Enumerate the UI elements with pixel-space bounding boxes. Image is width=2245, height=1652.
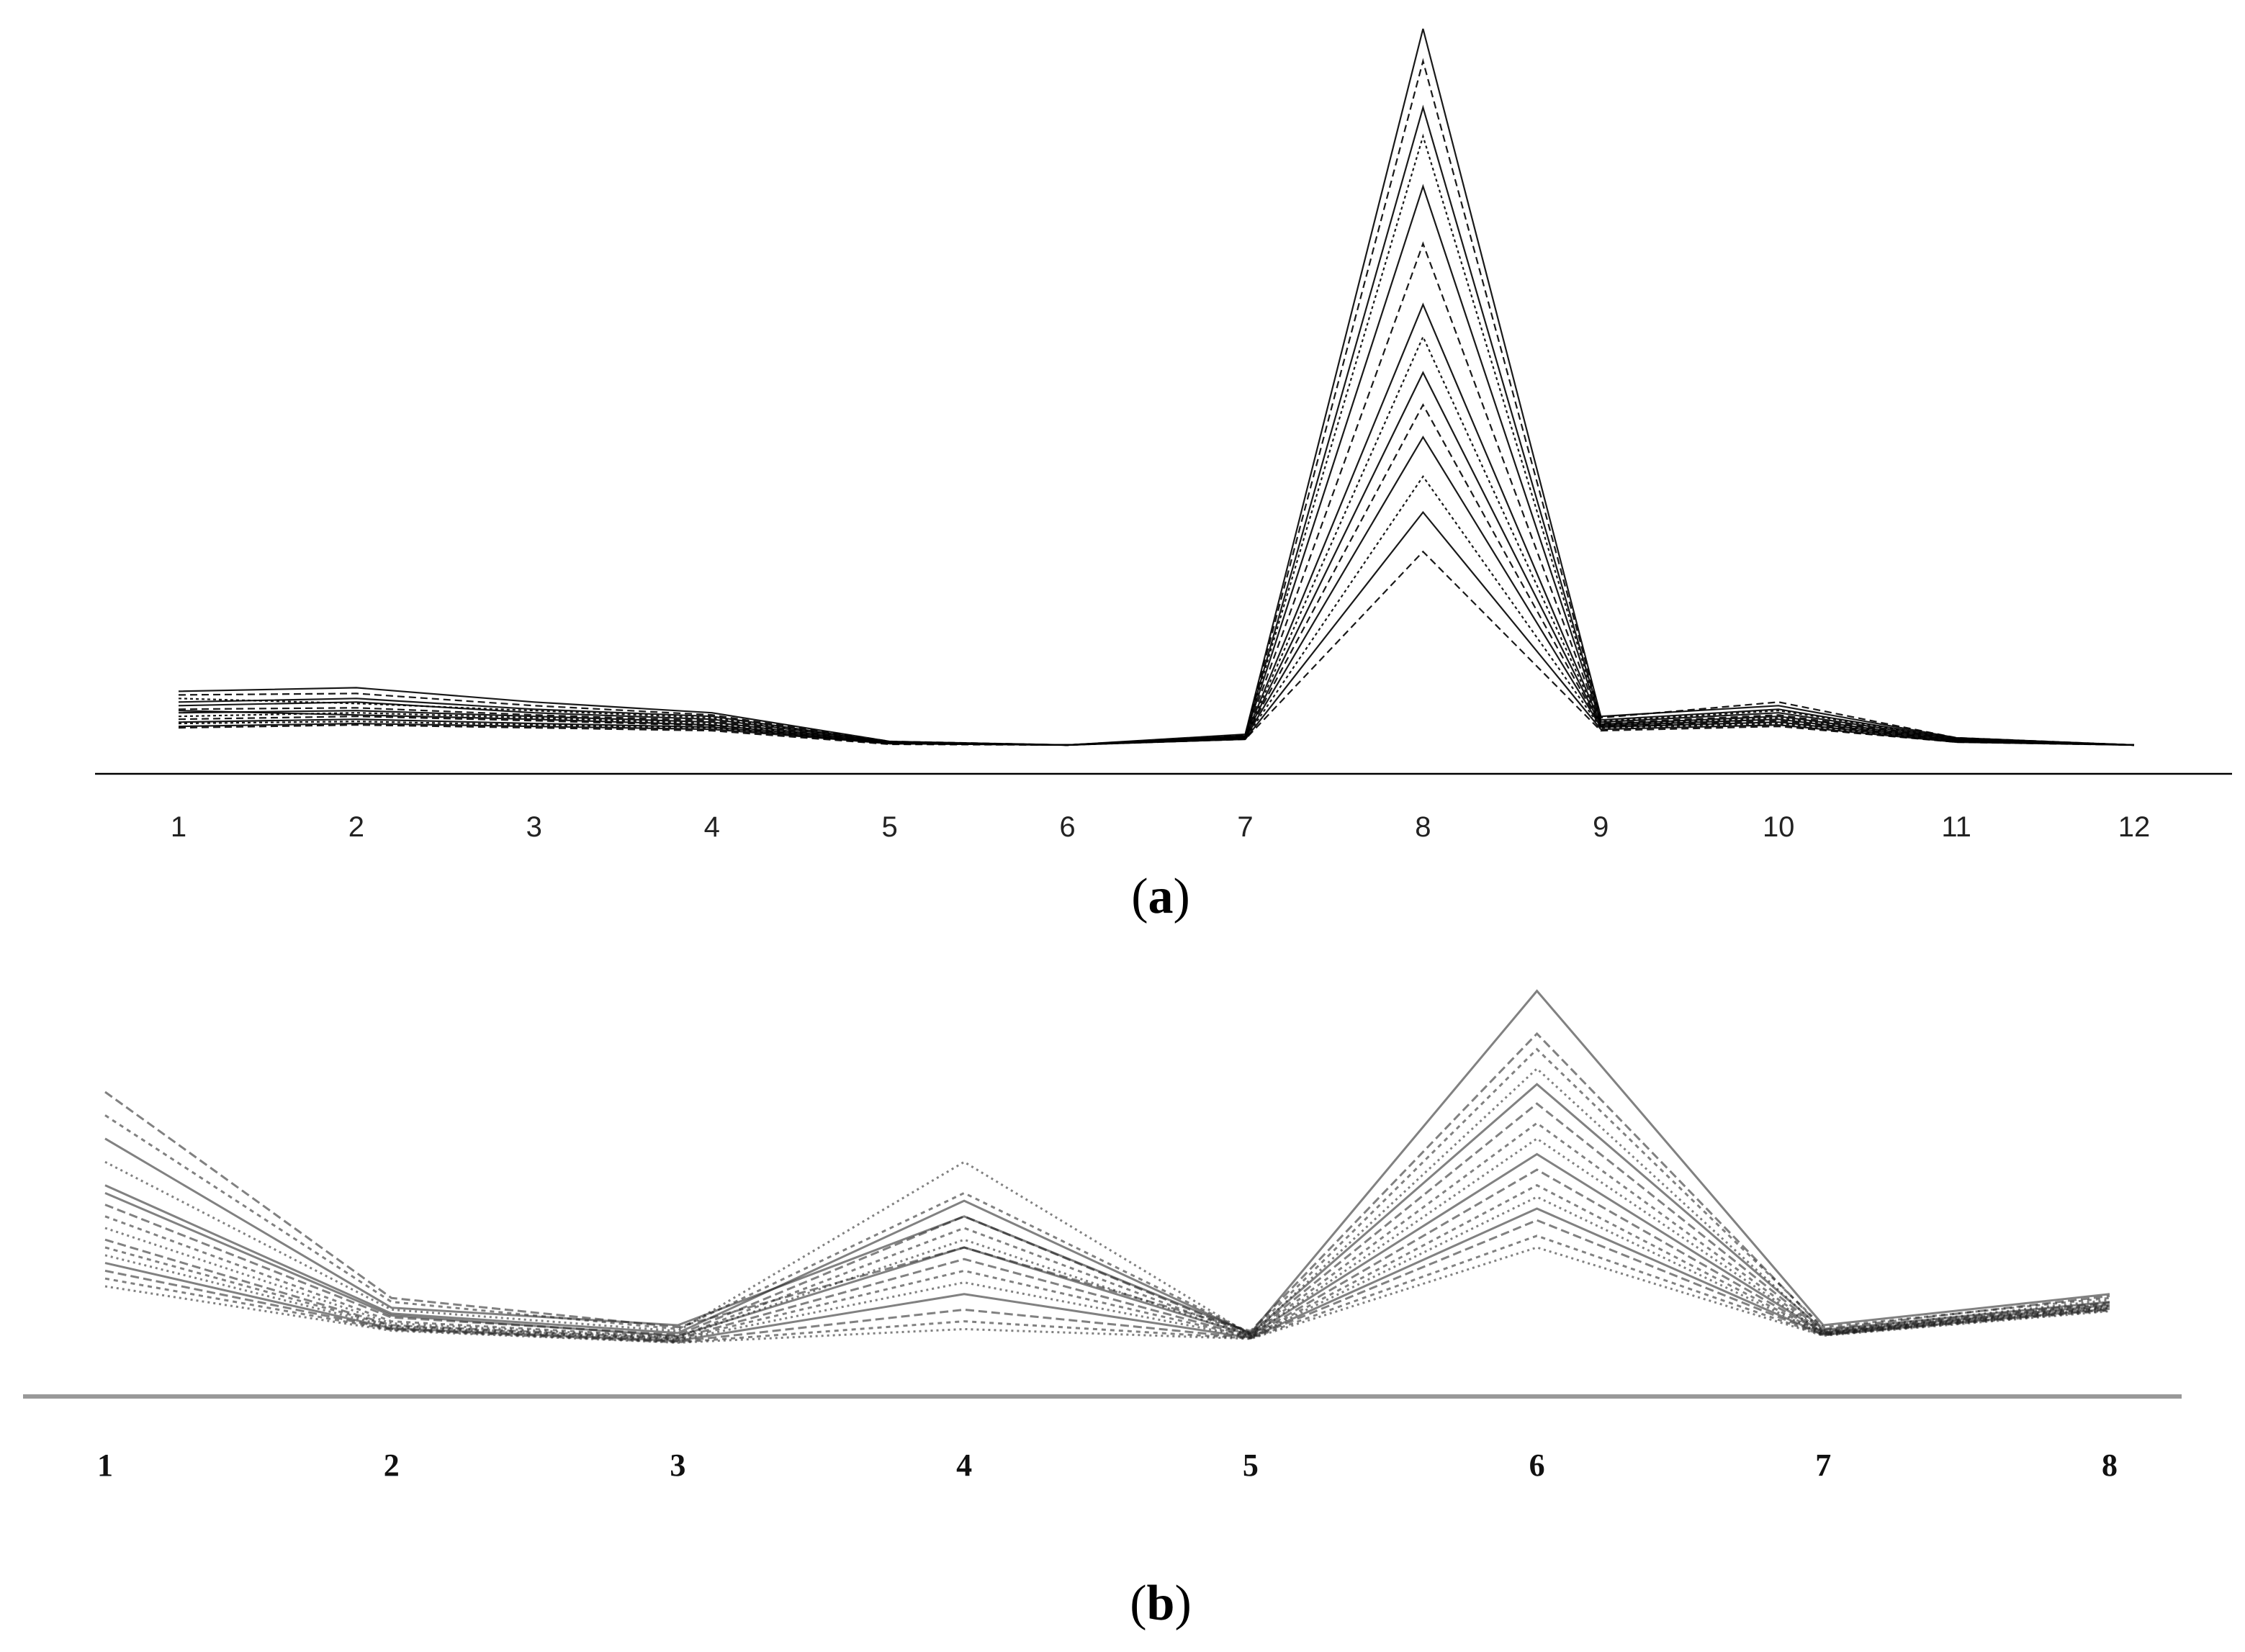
panel-a-series-line (178, 133, 2135, 746)
panel-a-series-line (178, 241, 2135, 746)
panel-a-series-lines (178, 28, 2135, 746)
panel-a-x-tick-label: 10 (1763, 811, 1795, 843)
panel-a-x-tick-label: 2 (348, 811, 364, 843)
panel-b-x-tick-label: 1 (97, 1448, 113, 1483)
panel-a-x-tick-label: 11 (1941, 811, 1971, 843)
panel-b-series-line (104, 1121, 2110, 1338)
panel-a-tick-labels: 1 2 3 4 5 6 7 8 9 10 11 12 (171, 811, 2150, 843)
panel-b-series-line (104, 1196, 2110, 1342)
panel-b-x-tick-label: 6 (1529, 1448, 1545, 1483)
panel-a-series-line (178, 510, 2135, 746)
panel-a: 1 2 3 4 5 6 7 8 9 10 11 12 (a) (95, 28, 2232, 924)
panel-b-x-tick-label: 8 (2102, 1448, 2118, 1483)
panel-b-series-lines (104, 989, 2110, 1344)
panel-a-series-line (178, 58, 2135, 746)
panel-b-label: (b) (1130, 1576, 1192, 1631)
panel-b-series-line (104, 1083, 2110, 1335)
panel-a-series-line (178, 435, 2135, 746)
panel-b-series-line (104, 989, 2110, 1335)
panel-b-x-tick-label: 7 (1815, 1448, 1831, 1483)
panel-b-series-line (104, 1168, 2110, 1340)
panel-a-series-line (178, 335, 2135, 746)
panel-a-x-tick-label: 3 (526, 811, 542, 843)
panel-a-x-tick-label: 1 (171, 811, 186, 843)
panel-b-series-line (104, 1235, 2110, 1344)
panel-a-series-line (178, 302, 2135, 746)
panel-b-series-line (104, 1246, 2110, 1344)
panel-a-x-tick-label: 6 (1059, 811, 1075, 843)
panel-a-x-tick-label: 12 (2118, 811, 2151, 843)
panel-a-series-line (178, 28, 2135, 746)
panel-b-series-line (104, 1102, 2110, 1337)
panel-a-series-line (178, 184, 2135, 746)
panel-a-label: (a) (1131, 869, 1190, 924)
panel-b-x-tick-label: 4 (956, 1448, 972, 1483)
panel-a-series-line (178, 403, 2135, 746)
panel-a-x-tick-label: 8 (1415, 811, 1431, 843)
panel-b: 1 2 3 4 5 6 7 8 (b) (23, 989, 2182, 1631)
panel-a-x-tick-label: 7 (1237, 811, 1253, 843)
panel-b-x-tick-label: 5 (1243, 1448, 1259, 1483)
panel-b-tick-labels: 1 2 3 4 5 6 7 8 (97, 1448, 2118, 1483)
panel-b-series-line (104, 1152, 2110, 1337)
panel-b-series-line (104, 1047, 2110, 1335)
panel-a-label-letter: a (1148, 869, 1174, 924)
panel-b-series-line (104, 1183, 2110, 1340)
panel-a-series-line (178, 371, 2135, 746)
panel-a-x-tick-label: 5 (881, 811, 897, 843)
panel-b-label-letter: b (1147, 1576, 1175, 1631)
panel-b-series-line (104, 1067, 2110, 1337)
panel-a-series-line (178, 104, 2135, 746)
panel-b-x-tick-label: 2 (384, 1448, 400, 1483)
panel-a-x-tick-label: 4 (704, 811, 720, 843)
panel-b-series-line (104, 1032, 2110, 1332)
panel-a-series-line (178, 550, 2135, 746)
panel-a-x-tick-label: 9 (1593, 811, 1609, 843)
panel-b-x-tick-label: 3 (670, 1448, 685, 1483)
